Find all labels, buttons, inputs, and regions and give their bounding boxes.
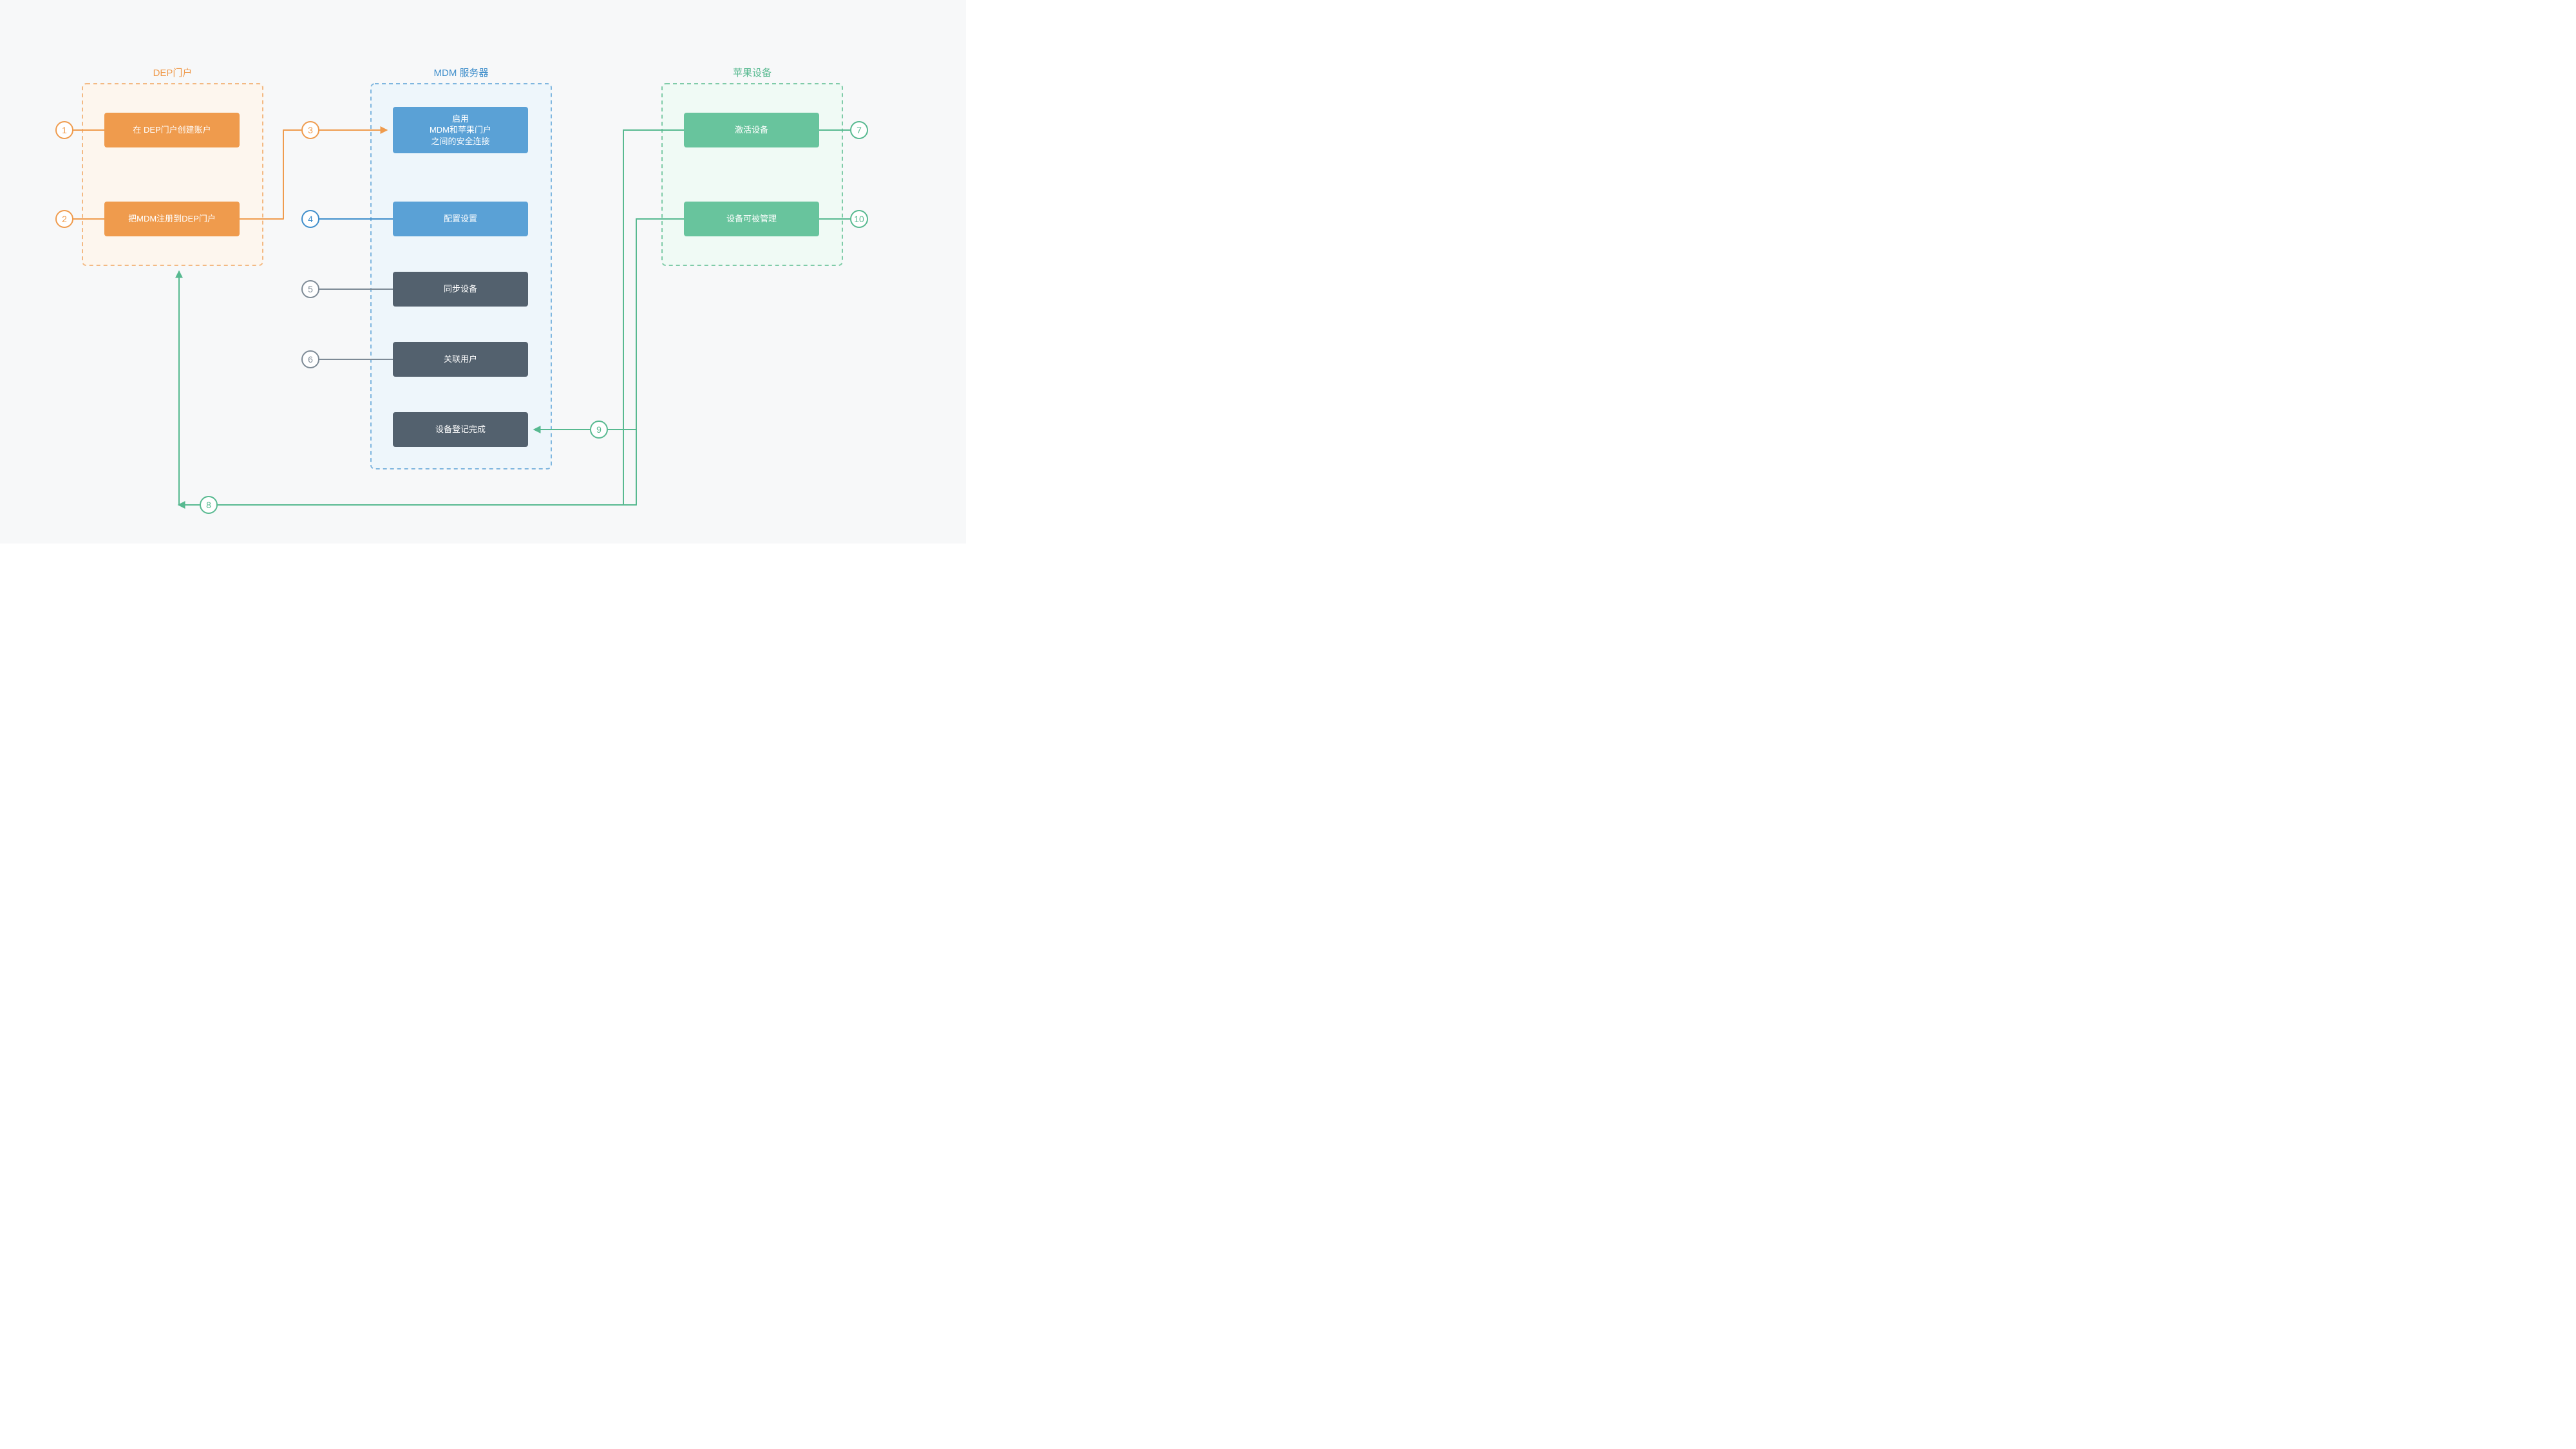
step-badge-5: 5 [301,280,319,298]
node-label: 设备登记完成 [435,424,486,435]
node-n7: 设备登记完成 [393,412,528,447]
node-n1: 在 DEP门户创建账户 [104,113,240,147]
column-title-mdm: MDM 服务器 [371,66,551,79]
step-badge-1: 1 [55,121,73,139]
node-n8: 激活设备 [684,113,819,147]
step-badge-10: 10 [850,210,868,228]
node-n4: 配置设置 [393,202,528,236]
step-badge-4: 4 [301,210,319,228]
node-label: 关联用户 [444,354,477,365]
node-label: 设备可被管理 [726,213,777,225]
node-label: 激活设备 [735,124,768,136]
step-badge-8: 8 [200,496,218,514]
node-label: 同步设备 [444,283,477,295]
column-title-apple: 苹果设备 [662,66,842,79]
node-n5: 同步设备 [393,272,528,307]
node-n2: 把MDM注册到DEP门户 [104,202,240,236]
node-label: 把MDM注册到DEP门户 [128,213,216,225]
column-title-dep: DEP门户 [82,66,263,79]
node-label: 在 DEP门户创建账户 [133,124,211,136]
step-badge-7: 7 [850,121,868,139]
node-label: 配置设置 [444,213,477,225]
step-badge-9: 9 [590,421,608,439]
diagram-stage: DEP门户 MDM 服务器 苹果设备在 DEP门户创建账户把MDM注册到DEP门户 启… [0,0,966,544]
panel-dep [82,84,263,265]
panel-apple [662,84,842,265]
node-n3: 启用MDM和苹果门户之间的安全连接 [393,107,528,153]
step-badge-2: 2 [55,210,73,228]
node-n9: 设备可被管理 [684,202,819,236]
node-n6: 关联用户 [393,342,528,377]
step-badge-6: 6 [301,350,319,368]
step-badge-3: 3 [301,121,319,139]
node-label: 启用MDM和苹果门户之间的安全连接 [430,113,491,147]
connector [240,130,301,219]
